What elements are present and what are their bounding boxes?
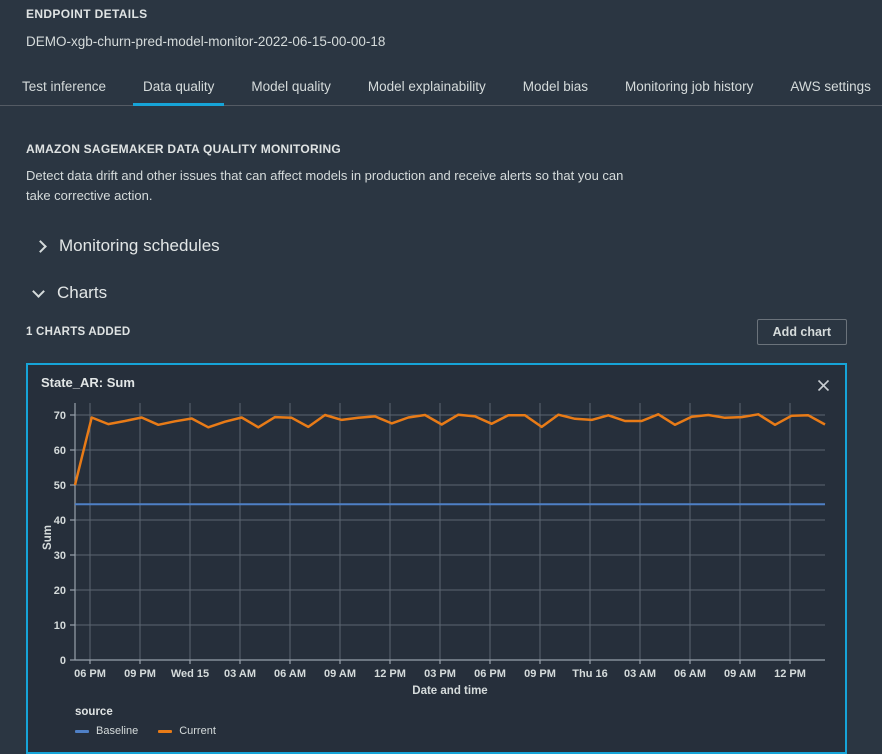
- expander-monitoring-schedules[interactable]: Monitoring schedules: [34, 236, 847, 256]
- chevron-right-icon[interactable]: [34, 239, 47, 253]
- x-tick-label: Thu 16: [572, 668, 607, 680]
- legend-item-baseline[interactable]: Baseline: [75, 725, 138, 737]
- charts-toolbar: 1 CHARTS ADDED Add chart: [26, 319, 847, 346]
- x-tick-label: 09 AM: [724, 668, 756, 680]
- expander-charts[interactable]: Charts: [32, 283, 847, 303]
- close-chart-button[interactable]: [815, 377, 832, 394]
- tab-model-bias[interactable]: Model bias: [513, 70, 598, 105]
- x-tick-label: 03 AM: [224, 668, 256, 680]
- x-tick-label: 06 AM: [674, 668, 706, 680]
- page-eyebrow: ENDPOINT DETAILS: [26, 7, 148, 21]
- tab-model-explainability[interactable]: Model explainability: [358, 70, 496, 105]
- legend-label: Current: [179, 725, 216, 738]
- y-tick-label: 70: [54, 410, 66, 422]
- current-series-line: [73, 413, 826, 486]
- x-axis-title: Date and time: [412, 685, 487, 697]
- y-tick-label: 10: [54, 620, 66, 632]
- tab-data-quality[interactable]: Data quality: [133, 70, 225, 106]
- y-axis-title: Sum: [42, 525, 54, 550]
- x-tick-label: Wed 15: [171, 668, 209, 680]
- tab-bar: Test inference Data quality Model quality M…: [0, 70, 882, 106]
- chevron-down-icon[interactable]: [32, 284, 45, 298]
- section-description: Detect data drift and other issues that …: [26, 168, 624, 204]
- chart-panel-header: State_AR: Sum: [41, 375, 832, 394]
- x-tick-label: 09 PM: [524, 668, 556, 680]
- legend-items: Baseline Current: [75, 725, 832, 737]
- close-icon: [817, 380, 830, 392]
- x-tick-label: 03 PM: [424, 668, 456, 680]
- line-chart: 06 PM 09 PM Wed 15 03 AM 06 AM 09 AM 12 PM 03 P…: [42, 403, 826, 697]
- chart-title: State_AR: Sum: [41, 375, 135, 391]
- x-tick-label: 06 PM: [74, 668, 106, 680]
- x-tick-label: 06 AM: [274, 668, 306, 680]
- chart-panel: State_AR: Sum 06 PM 09 PM Wed 15 03 AM 06 AM…: [26, 363, 847, 754]
- data-quality-tab-content: AMAZON SAGEMAKER DATA QUALITY MONITORING…: [26, 142, 847, 754]
- y-tick-label: 20: [54, 585, 66, 597]
- y-tick-label: 30: [54, 550, 66, 562]
- tab-model-quality[interactable]: Model quality: [241, 70, 341, 105]
- x-tick-label: 09 AM: [324, 668, 356, 680]
- legend-item-current[interactable]: Current: [158, 725, 216, 737]
- x-tick-label: 06 PM: [474, 668, 506, 680]
- endpoint-name: DEMO-xgb-churn-pred-model-monitor-2022-0…: [26, 34, 386, 49]
- add-chart-button[interactable]: Add chart: [756, 319, 847, 346]
- x-tick-label: 12 PM: [374, 668, 406, 680]
- legend-swatch-baseline: [75, 730, 89, 733]
- x-tick-label: 03 AM: [624, 668, 656, 680]
- expander-label: Monitoring schedules: [59, 236, 220, 256]
- expander-label: Charts: [57, 283, 108, 303]
- charts-count-label: 1 CHARTS ADDED: [26, 326, 131, 339]
- tab-test-inference[interactable]: Test inference: [12, 70, 116, 105]
- legend-label: Baseline: [96, 725, 139, 738]
- legend-swatch-current: [158, 730, 173, 733]
- y-tick-label: 60: [54, 445, 66, 457]
- tab-aws-settings[interactable]: AWS settings: [780, 70, 881, 105]
- tab-monitoring-job-history[interactable]: Monitoring job history: [615, 70, 763, 105]
- y-tick-label: 0: [60, 655, 66, 667]
- x-tick-label: 09 PM: [124, 668, 156, 680]
- legend-title: source: [75, 706, 113, 719]
- y-tick-label: 50: [54, 480, 66, 492]
- chart-legend: source Baseline Current: [75, 706, 832, 737]
- section-heading: AMAZON SAGEMAKER DATA QUALITY MONITORING: [26, 142, 341, 156]
- x-tick-label: 12 PM: [774, 668, 806, 680]
- y-tick-label: 40: [54, 515, 66, 527]
